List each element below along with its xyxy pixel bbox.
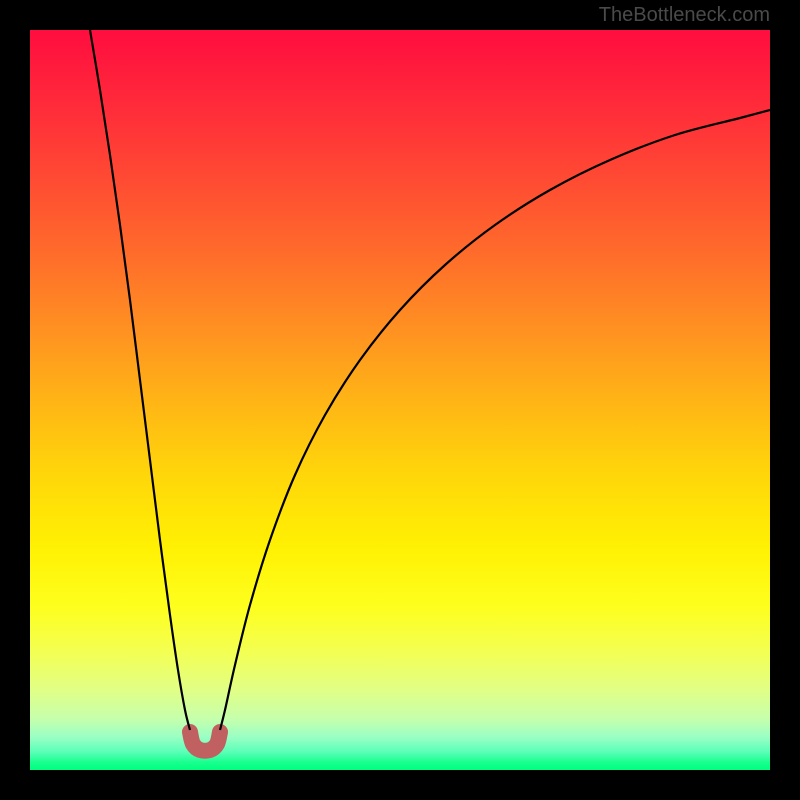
trough-marker <box>190 732 220 751</box>
chart-frame: TheBottleneck.com <box>0 0 800 800</box>
attribution-text: TheBottleneck.com <box>599 4 770 27</box>
right-curve <box>220 110 770 730</box>
curve-layer <box>30 30 770 770</box>
plot-area <box>30 30 770 770</box>
left-curve <box>90 30 190 730</box>
